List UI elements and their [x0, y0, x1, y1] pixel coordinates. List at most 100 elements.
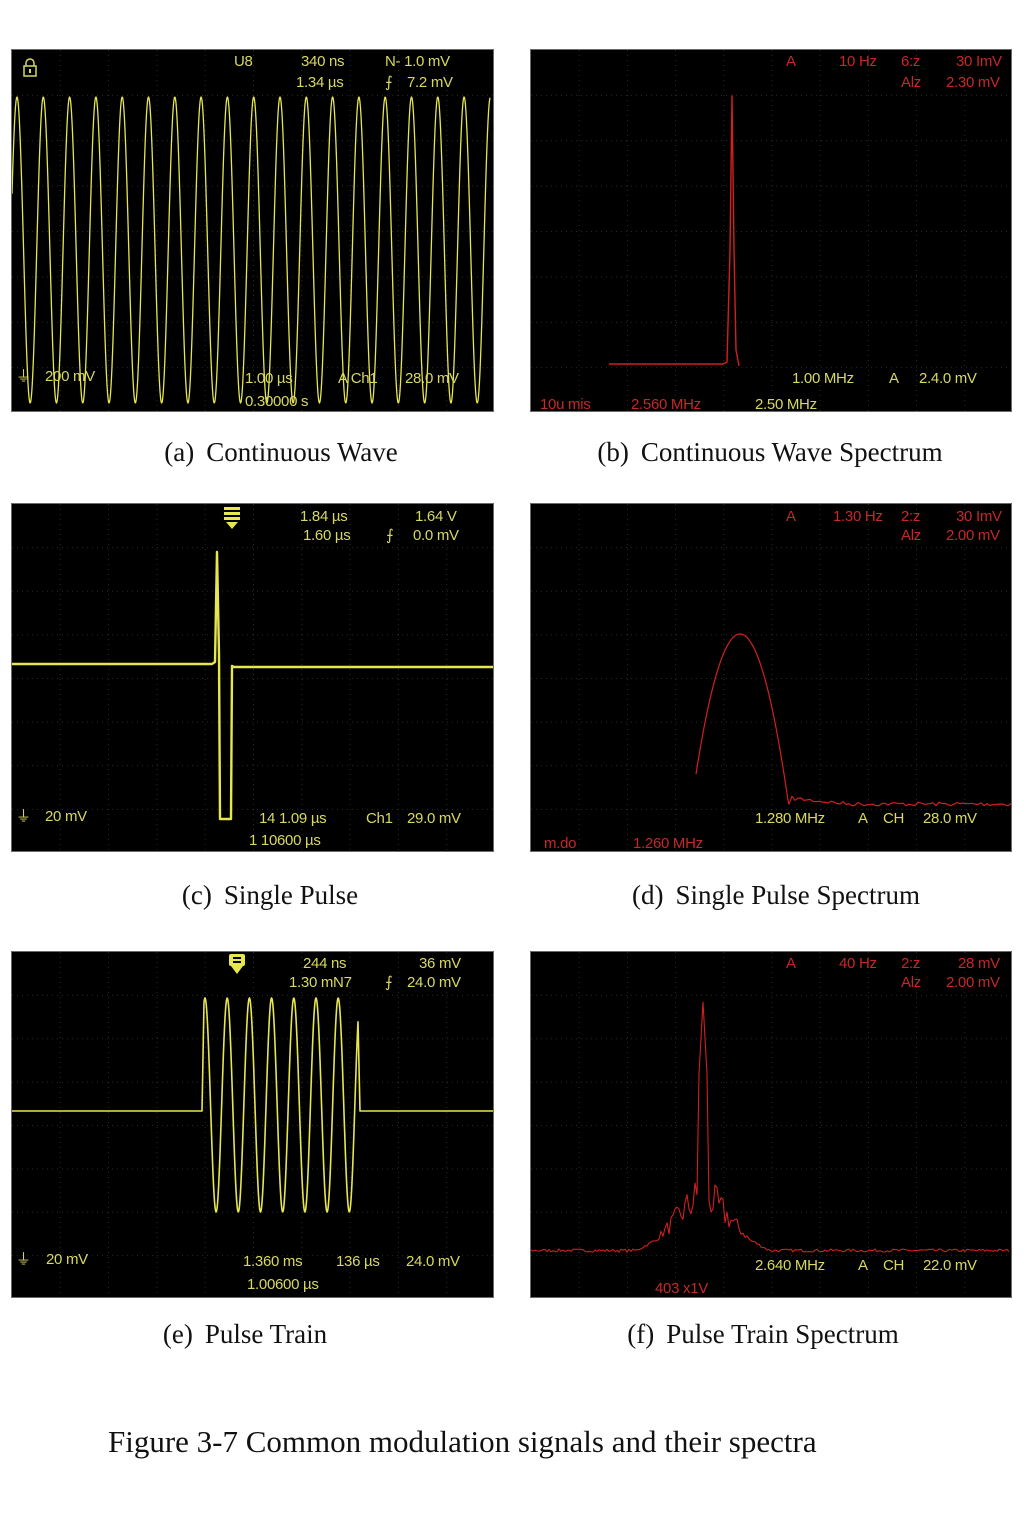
readout: 28.0 mV [923, 810, 977, 827]
trigger-marker-icon [228, 953, 246, 975]
readout: 2.50 MHz [755, 396, 817, 412]
readout: 1.00 µs [245, 370, 293, 387]
readout: CH [883, 810, 905, 827]
scope-panel-continuous-wave-spectrum: A 10 Hz 6:z 30 ImV Alz 2.30 mV 1.00 MHz … [530, 49, 1012, 412]
readout: Alz [901, 74, 921, 91]
readout: 2.4.0 mV [919, 370, 977, 387]
readout: 24.0 mV [407, 974, 461, 991]
spectrum-single-pulse [531, 504, 1011, 851]
spectrum-trace [609, 95, 740, 367]
readout: 30 ImV [956, 53, 1002, 70]
readout: 36 mV [419, 955, 461, 972]
subcaption-label: (b) [597, 437, 629, 467]
readout: 136 µs [336, 1253, 380, 1270]
subcaption-label: (d) [632, 880, 664, 910]
readout: Alz [901, 974, 921, 991]
readout: 1 10600 µs [249, 832, 321, 849]
readout: 2.30 mV [946, 74, 1000, 91]
readout: 1.360 ms [243, 1253, 303, 1270]
subcaption-text: Single Pulse [223, 880, 359, 910]
readout: 0.30000 s [245, 393, 309, 410]
sine-trace [12, 96, 491, 404]
readout: 30 ImV [956, 508, 1002, 525]
scope-panel-single-pulse: 1.84 µs 1.64 V 1.60 µs ⨍ 0.0 mV ⏚ 20 mV … [11, 503, 494, 852]
readout: 1.00600 µs [247, 1276, 319, 1293]
spectrum-trace [531, 1001, 1010, 1253]
readout: 10 Hz [839, 53, 877, 70]
readout: 2.00 mV [946, 527, 1000, 544]
readout: A [858, 1257, 868, 1274]
subcaption-e: (e) Pulse Train [0, 1319, 515, 1350]
readout: 2:z [901, 508, 921, 525]
trigger-marker-icon [223, 506, 241, 530]
subcaption-a: (a) Continuous Wave [11, 437, 551, 468]
waveform-continuous-wave [12, 50, 493, 411]
waveform-pulse-train [12, 952, 493, 1297]
subcaption-label: (f) [627, 1319, 655, 1349]
readout: 28.0 mV [405, 370, 459, 387]
lock-icon [22, 58, 38, 78]
readout: 2.00 mV [946, 974, 1000, 991]
subcaption-label: (a) [164, 437, 195, 467]
scope-panel-continuous-wave: U8 340 ns N- 1.0 mV 1.34 µs ⨍ 7.2 mV ⏚ 2… [11, 49, 494, 412]
readout: 1.84 µs [300, 508, 348, 525]
ground-marker-icon: ⏚ [16, 808, 31, 825]
readout: 29.0 mV [407, 810, 461, 827]
readout: 20 mV [45, 808, 87, 825]
subcaption-c: (c) Single Pulse [0, 880, 540, 911]
readout: 6:z [901, 53, 921, 70]
figure-caption: Figure 3-7 Common modulation signals and… [108, 1424, 817, 1459]
readout: 14 1.09 µs [259, 810, 327, 827]
readout: 403 x1V [655, 1280, 708, 1297]
readout: 10u mis [540, 396, 591, 412]
readout: 1.280 MHz [755, 810, 825, 827]
subcaption-d: (d) Single Pulse Spectrum [506, 880, 1024, 911]
spectrum-continuous-wave [531, 50, 1011, 411]
subcaption-text: Pulse Train [204, 1319, 328, 1349]
readout: 40 Hz [839, 955, 877, 972]
readout: 20 mV [46, 1251, 88, 1268]
readout: 24.0 mV [406, 1253, 460, 1270]
subcaption-label: (e) [162, 1319, 193, 1349]
readout: 28 mV [958, 955, 1000, 972]
subcaption-text: Continuous Wave Spectrum [640, 437, 943, 467]
readout: Alz [901, 527, 921, 544]
readout: Ch1 [366, 810, 393, 827]
readout: A [786, 508, 796, 525]
subcaption-label: (c) [181, 880, 212, 910]
ground-marker-icon: ⏚ [16, 368, 31, 385]
readout: CH [883, 1257, 905, 1274]
readout: A [786, 955, 796, 972]
scope-panel-single-pulse-spectrum: A 1.30 Hz 2:z 30 ImV Alz 2.00 mV 1.280 M… [530, 503, 1012, 852]
readout: 200 mV [45, 368, 95, 385]
readout: 340 ns [301, 53, 345, 70]
trigger-slope-icon: ⨍ [386, 527, 394, 544]
readout: 1.260 MHz [633, 835, 703, 852]
waveform-single-pulse [12, 504, 493, 851]
scope-panel-pulse-train-spectrum: A 40 Hz 2:z 28 mV Alz 2.00 mV 2.640 MHz … [530, 951, 1012, 1298]
readout: 1.64 V [415, 508, 457, 525]
readout: 2:z [901, 955, 921, 972]
readout: 7.2 mV [407, 74, 453, 91]
readout: 1.34 µs [296, 74, 344, 91]
pulse-train-trace [12, 997, 493, 1213]
readout: A [889, 370, 899, 387]
readout: 1.00 MHz [792, 370, 854, 387]
readout: 2.640 MHz [755, 1257, 825, 1274]
readout: m.do [544, 835, 577, 852]
trigger-slope-icon: ⨍ [385, 974, 393, 991]
subcaption-f: (f) Pulse Train Spectrum [493, 1319, 1024, 1350]
spectrum-trace [695, 633, 1011, 807]
readout: 1.30 Hz [833, 508, 883, 525]
subcaption-text: Pulse Train Spectrum [666, 1319, 899, 1349]
subcaption-b: (b) Continuous Wave Spectrum [500, 437, 1024, 468]
readout: 244 ns [303, 955, 347, 972]
readout: 0.0 mV [413, 527, 459, 544]
readout: 1.60 µs [303, 527, 351, 544]
trigger-slope-icon: ⨍ [385, 74, 393, 91]
readout: 2.560 MHz [631, 396, 701, 412]
subcaption-text: Continuous Wave [206, 437, 398, 467]
readout: 1.30 mN7 [289, 974, 352, 991]
ground-marker-icon: ⏚ [16, 1251, 31, 1268]
spectrum-pulse-train [531, 952, 1011, 1297]
